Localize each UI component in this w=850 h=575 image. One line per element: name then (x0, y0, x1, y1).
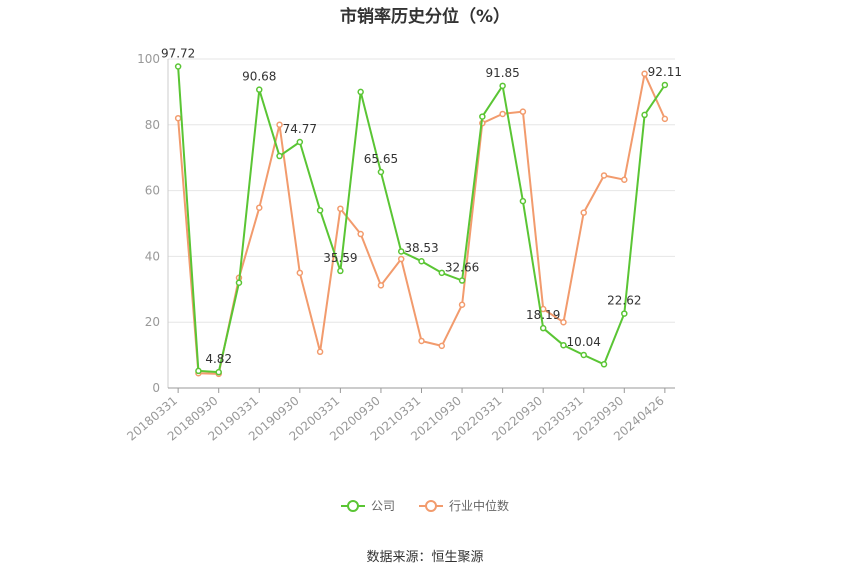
data-point-company (438, 269, 446, 277)
data-point-company (621, 310, 628, 317)
data-point-industry-median (377, 282, 385, 289)
y-tick-label: 0 (152, 381, 160, 395)
data-point-industry-median (316, 348, 324, 356)
data-point-industry-median (438, 342, 446, 350)
data-label: 10.04 (567, 335, 601, 349)
data-point-company (256, 86, 263, 93)
data-label: 35.59 (323, 251, 357, 265)
data-point-industry-median (641, 70, 648, 78)
data-point-industry-median (418, 337, 425, 345)
data-point-industry-median (458, 301, 466, 309)
legend-item-company[interactable]: 公司 (340, 497, 395, 514)
data-point-company (357, 88, 364, 96)
data-point-industry-median (174, 114, 182, 122)
legend-swatch-industry-median (419, 499, 443, 512)
data-point-industry-median (397, 255, 405, 263)
data-point-company (235, 279, 243, 286)
legend-label-industry-median: 行业中位数 (449, 499, 510, 513)
legend: 公司 行业中位数 (0, 497, 850, 514)
data-label: 91.85 (485, 66, 519, 80)
chart-title: 市销率历史分位（%） (339, 7, 511, 27)
data-label: 92.11 (648, 65, 682, 79)
y-tick-label: 80 (145, 118, 160, 132)
data-point-company (600, 361, 608, 368)
data-point-company (397, 248, 405, 255)
data-point-company (479, 113, 486, 120)
data-point-company (276, 152, 283, 160)
data-point-company (661, 81, 669, 89)
data-label: 97.72 (161, 47, 195, 61)
data-point-company (499, 82, 506, 90)
data-label: 32.66 (445, 261, 479, 275)
data-point-industry-median (519, 108, 527, 115)
data-label: 38.53 (404, 241, 438, 255)
y-tick-label: 40 (145, 249, 160, 263)
data-point-company (458, 277, 466, 284)
data-point-company (377, 168, 385, 176)
data-point-industry-median (580, 209, 587, 216)
legend-item-industry-median[interactable]: 行业中位数 (419, 497, 509, 514)
data-point-industry-median (256, 204, 263, 211)
data-source-note: 数据来源：恒生聚源 (366, 550, 484, 565)
data-point-company (215, 368, 222, 376)
data-point-industry-median (296, 269, 304, 277)
data-point-company (174, 63, 182, 70)
y-tick-label: 60 (145, 184, 160, 198)
data-point-company (337, 267, 344, 275)
data-label: 65.65 (364, 152, 398, 166)
y-tick-label: 100 (137, 52, 160, 66)
data-label: 74.77 (283, 122, 317, 136)
data-label: 18.19 (526, 308, 560, 322)
data-point-company (580, 351, 587, 359)
data-point-company (195, 367, 202, 375)
data-label: 4.82 (205, 352, 232, 366)
data-point-company (316, 207, 324, 214)
data-point-industry-median (600, 172, 608, 179)
data-point-industry-median (337, 205, 344, 212)
legend-swatch-company (340, 499, 365, 512)
data-point-industry-median (499, 110, 506, 118)
data-point-industry-median (357, 230, 364, 238)
data-point-company (418, 257, 425, 265)
y-tick-label: 20 (145, 315, 160, 329)
data-point-industry-median (560, 318, 567, 326)
series-line-industry-median (177, 72, 666, 375)
data-point-company (539, 324, 547, 332)
series-line-company (177, 66, 666, 374)
data-point-industry-median (276, 121, 283, 129)
data-point-industry-median (661, 115, 669, 123)
data-label: 22.62 (607, 294, 641, 308)
data-point-industry-median (621, 176, 628, 183)
data-label: 90.68 (242, 70, 276, 84)
data-point-company (560, 341, 567, 349)
data-point-company (519, 197, 527, 205)
data-point-company (641, 111, 648, 119)
data-point-company (296, 138, 304, 146)
legend-label-company: 公司 (370, 499, 395, 513)
